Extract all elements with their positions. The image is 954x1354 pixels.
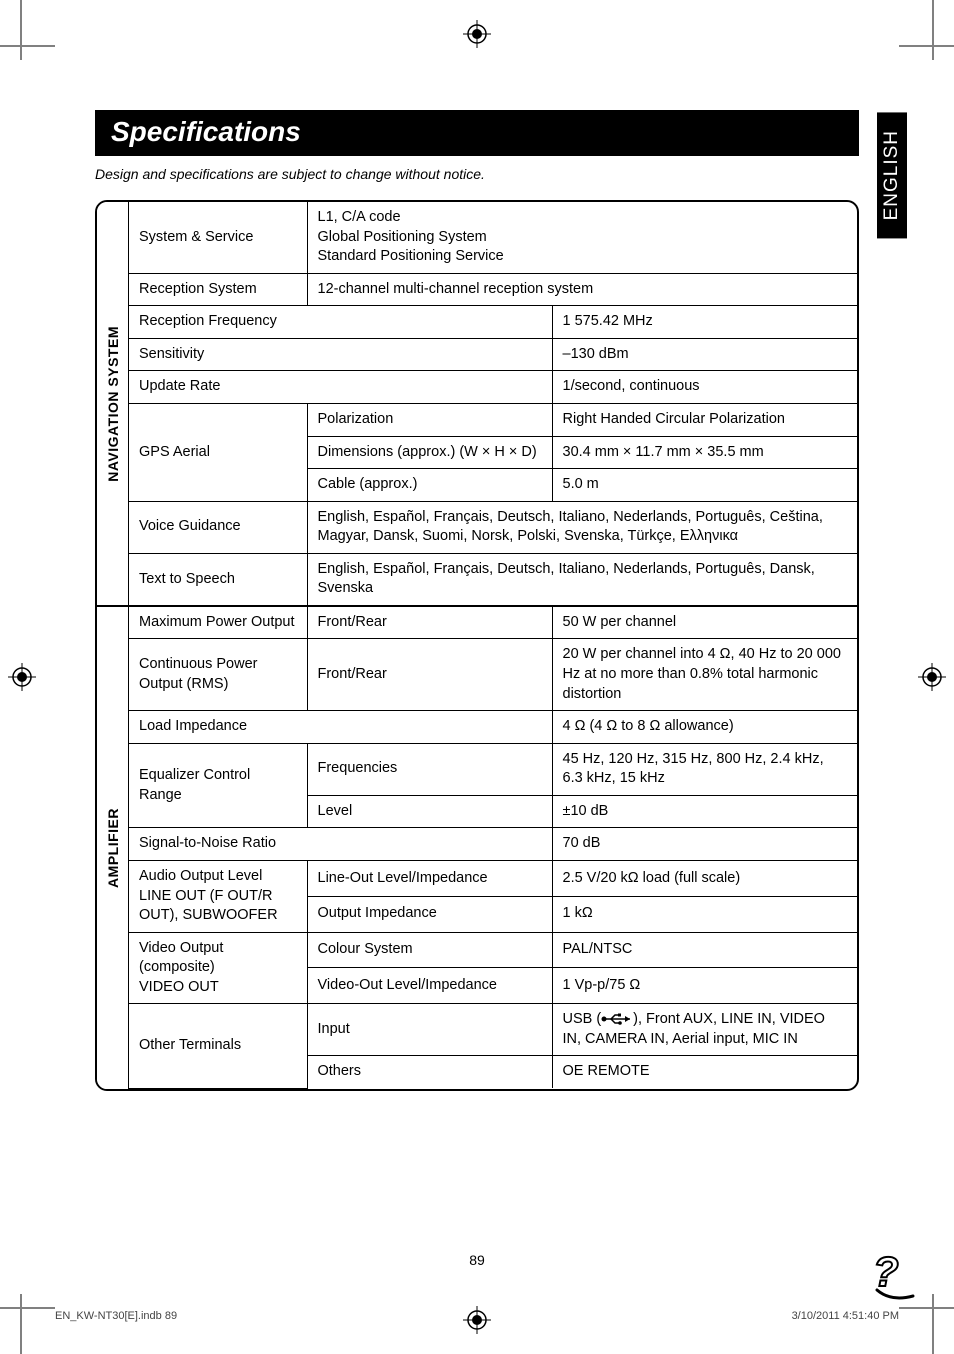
- cell: English, Español, Français, Deutsch, Ita…: [307, 501, 857, 553]
- crop-mark: [20, 0, 22, 60]
- cell: Front/Rear: [307, 607, 552, 639]
- crop-mark: [20, 1294, 22, 1354]
- cell: 1/second, continuous: [552, 371, 857, 404]
- cell: Equalizer Control Range: [129, 743, 307, 828]
- spec-section-navigation: NAVIGATION SYSTEM System & Service L1, C…: [95, 200, 859, 607]
- registration-mark-icon: [8, 663, 36, 691]
- cell: USB (), Front AUX, LINE IN, VIDEO IN, CA…: [552, 1004, 857, 1056]
- cell: 45 Hz, 120 Hz, 315 Hz, 800 Hz, 2.4 kHz, …: [552, 743, 857, 795]
- cell: Colour System: [307, 932, 552, 968]
- cell: Text to Speech: [129, 553, 307, 605]
- cell: Others: [307, 1056, 552, 1088]
- question-mark-icon: ?: [871, 1246, 927, 1302]
- registration-mark-icon: [463, 1306, 491, 1334]
- table-row: Maximum Power Output Front/Rear 50 W per…: [129, 607, 857, 639]
- page-subtitle: Design and specifications are subject to…: [95, 166, 859, 182]
- page-number: 89: [55, 1252, 899, 1268]
- cell: PAL/NTSC: [552, 932, 857, 968]
- table-row: Text to Speech English, Español, Françai…: [129, 553, 857, 605]
- table-row: Equalizer Control Range Frequencies 45 H…: [129, 743, 857, 795]
- table-row: Load Impedance 4 Ω (4 Ω to 8 Ω allowance…: [129, 711, 857, 744]
- cell: Video Output (composite) VIDEO OUT: [129, 932, 307, 1004]
- section-label-text: NAVIGATION SYSTEM: [105, 326, 121, 482]
- table-row: Continuous Power Output (RMS) Front/Rear…: [129, 639, 857, 711]
- registration-mark-icon: [463, 20, 491, 48]
- cell: 30.4 mm × 11.7 mm × 35.5 mm: [552, 436, 857, 469]
- crop-mark: [932, 1294, 934, 1354]
- table-row: System & Service L1, C/A code Global Pos…: [129, 202, 857, 273]
- cell: Dimensions (approx.) (W × H × D): [307, 436, 552, 469]
- crop-mark: [0, 1307, 55, 1309]
- cell: English, Español, Français, Deutsch, Ita…: [307, 553, 857, 605]
- cell: Audio Output Level LINE OUT (F OUT/R OUT…: [129, 860, 307, 932]
- cell: 1 575.42 MHz: [552, 306, 857, 339]
- table-row: GPS Aerial Polarization Right Handed Cir…: [129, 403, 857, 436]
- cell: –130 dBm: [552, 338, 857, 371]
- cell: Video-Out Level/Impedance: [307, 968, 552, 1004]
- cell: Voice Guidance: [129, 501, 307, 553]
- section-label-navigation: NAVIGATION SYSTEM: [97, 202, 129, 605]
- table-row: Signal-to-Noise Ratio 70 dB: [129, 828, 857, 861]
- cell: 12-channel multi-channel reception syste…: [307, 273, 857, 306]
- cell: 70 dB: [552, 828, 857, 861]
- crop-mark: [932, 0, 934, 60]
- table-row: Reception Frequency 1 575.42 MHz: [129, 306, 857, 339]
- spec-section-amplifier: AMPLIFIER Maximum Power Output Front/Rea…: [95, 605, 859, 1091]
- table-row: Update Rate 1/second, continuous: [129, 371, 857, 404]
- cell: 50 W per channel: [552, 607, 857, 639]
- svg-text:?: ?: [873, 1248, 899, 1295]
- cell: ±10 dB: [552, 795, 857, 828]
- page-content: ENGLISH Specifications Design and specif…: [55, 90, 899, 1274]
- cell: Sensitivity: [129, 338, 552, 371]
- cell: System & Service: [129, 202, 307, 273]
- table-row: Audio Output Level LINE OUT (F OUT/R OUT…: [129, 860, 857, 896]
- cell: 1 kΩ: [552, 896, 857, 932]
- cell: Frequencies: [307, 743, 552, 795]
- cell: Level: [307, 795, 552, 828]
- table-row: Other Terminals Input USB (), Front AUX,…: [129, 1004, 857, 1056]
- cell: Other Terminals: [129, 1004, 307, 1088]
- cell: Continuous Power Output (RMS): [129, 639, 307, 711]
- usb-icon: [601, 1012, 633, 1026]
- cell: Polarization: [307, 403, 552, 436]
- cell: Reception System: [129, 273, 307, 306]
- cell: Reception Frequency: [129, 306, 552, 339]
- table-row: Sensitivity –130 dBm: [129, 338, 857, 371]
- language-tab: ENGLISH: [877, 112, 907, 238]
- cell: Maximum Power Output: [129, 607, 307, 639]
- section-label-amplifier: AMPLIFIER: [97, 607, 129, 1089]
- registration-mark-icon: [918, 663, 946, 691]
- cell: Signal-to-Noise Ratio: [129, 828, 552, 861]
- cell: 2.5 V/20 kΩ load (full scale): [552, 860, 857, 896]
- footer-filename: EN_KW-NT30[E].indb 89: [55, 1310, 177, 1322]
- cell: 4 Ω (4 Ω to 8 Ω allowance): [552, 711, 857, 744]
- spec-table-amplifier: Maximum Power Output Front/Rear 50 W per…: [129, 607, 857, 1089]
- cell: Front/Rear: [307, 639, 552, 711]
- cell: GPS Aerial: [129, 403, 307, 501]
- crop-mark: [0, 45, 55, 47]
- crop-mark: [899, 45, 954, 47]
- section-label-text: AMPLIFIER: [105, 808, 121, 888]
- table-row: Voice Guidance English, Español, Françai…: [129, 501, 857, 553]
- table-row: Video Output (composite) VIDEO OUT Colou…: [129, 932, 857, 968]
- footer-timestamp: 3/10/2011 4:51:40 PM: [792, 1310, 899, 1322]
- cell: Line-Out Level/Impedance: [307, 860, 552, 896]
- cell: 5.0 m: [552, 469, 857, 502]
- cell: Load Impedance: [129, 711, 552, 744]
- page-title: Specifications: [95, 110, 859, 156]
- cell: Cable (approx.): [307, 469, 552, 502]
- crop-mark: [899, 1307, 954, 1309]
- cell: 1 Vp-p/75 Ω: [552, 968, 857, 1004]
- cell: OE REMOTE: [552, 1056, 857, 1088]
- cell: L1, C/A code Global Positioning System S…: [307, 202, 857, 273]
- spec-table-navigation: System & Service L1, C/A code Global Pos…: [129, 202, 857, 605]
- cell: Output Impedance: [307, 896, 552, 932]
- cell: Update Rate: [129, 371, 552, 404]
- cell: Input: [307, 1004, 552, 1056]
- cell: 20 W per channel into 4 Ω, 40 Hz to 20 0…: [552, 639, 857, 711]
- cell: Right Handed Circular Polarization: [552, 403, 857, 436]
- table-row: Reception System 12-channel multi-channe…: [129, 273, 857, 306]
